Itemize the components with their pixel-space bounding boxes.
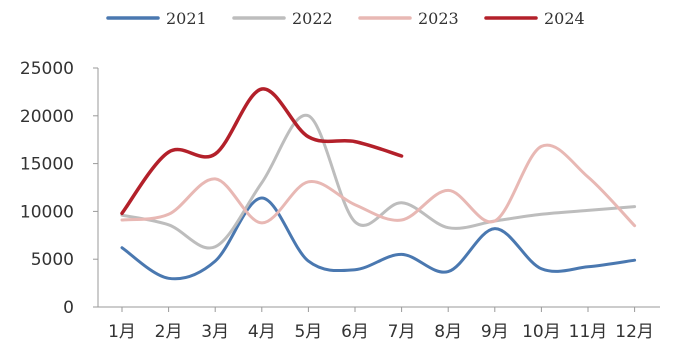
series-line-2022 xyxy=(120,114,637,250)
series-line-2023 xyxy=(120,143,637,228)
x-tick-label: 6月 xyxy=(341,322,369,342)
legend-label-2024: 2024 xyxy=(544,9,585,28)
y-tick-label: 15000 xyxy=(20,155,74,175)
x-tick-label: 3月 xyxy=(201,322,229,342)
series-line-2024 xyxy=(120,87,404,216)
x-tick-label: 5月 xyxy=(294,322,322,342)
y-tick-label: 25000 xyxy=(20,59,74,79)
x-tick-label: 10月 xyxy=(522,322,561,342)
x-tick-label: 12月 xyxy=(615,322,654,342)
x-tick-label: 9月 xyxy=(481,322,509,342)
series-line-2021 xyxy=(120,196,637,281)
y-tick-label: 5000 xyxy=(31,250,74,270)
legend-label-2023: 2023 xyxy=(418,9,459,28)
y-tick-label: 20000 xyxy=(20,107,74,127)
x-tick-label: 2月 xyxy=(155,322,183,342)
x-tick-label: 11月 xyxy=(569,322,608,342)
x-tick-label: 4月 xyxy=(248,322,276,342)
x-axis-ticks: 1月 2月 3月 4月 5月 6月 7月 8月 9月 10月 11月 12月 xyxy=(108,307,654,342)
y-axis-ticks: 0 5000 10000 15000 20000 25000 xyxy=(20,59,98,318)
x-tick-label: 1月 xyxy=(108,322,136,342)
legend-label-2021: 2021 xyxy=(166,9,207,28)
x-tick-label: 7月 xyxy=(388,322,416,342)
series-lines xyxy=(120,87,637,281)
legend-label-2022: 2022 xyxy=(292,9,333,28)
y-tick-label: 0 xyxy=(63,298,74,318)
y-tick-label: 10000 xyxy=(20,202,74,222)
legend: 2021 2022 2023 2024 xyxy=(106,9,585,28)
x-tick-label: 8月 xyxy=(434,322,462,342)
